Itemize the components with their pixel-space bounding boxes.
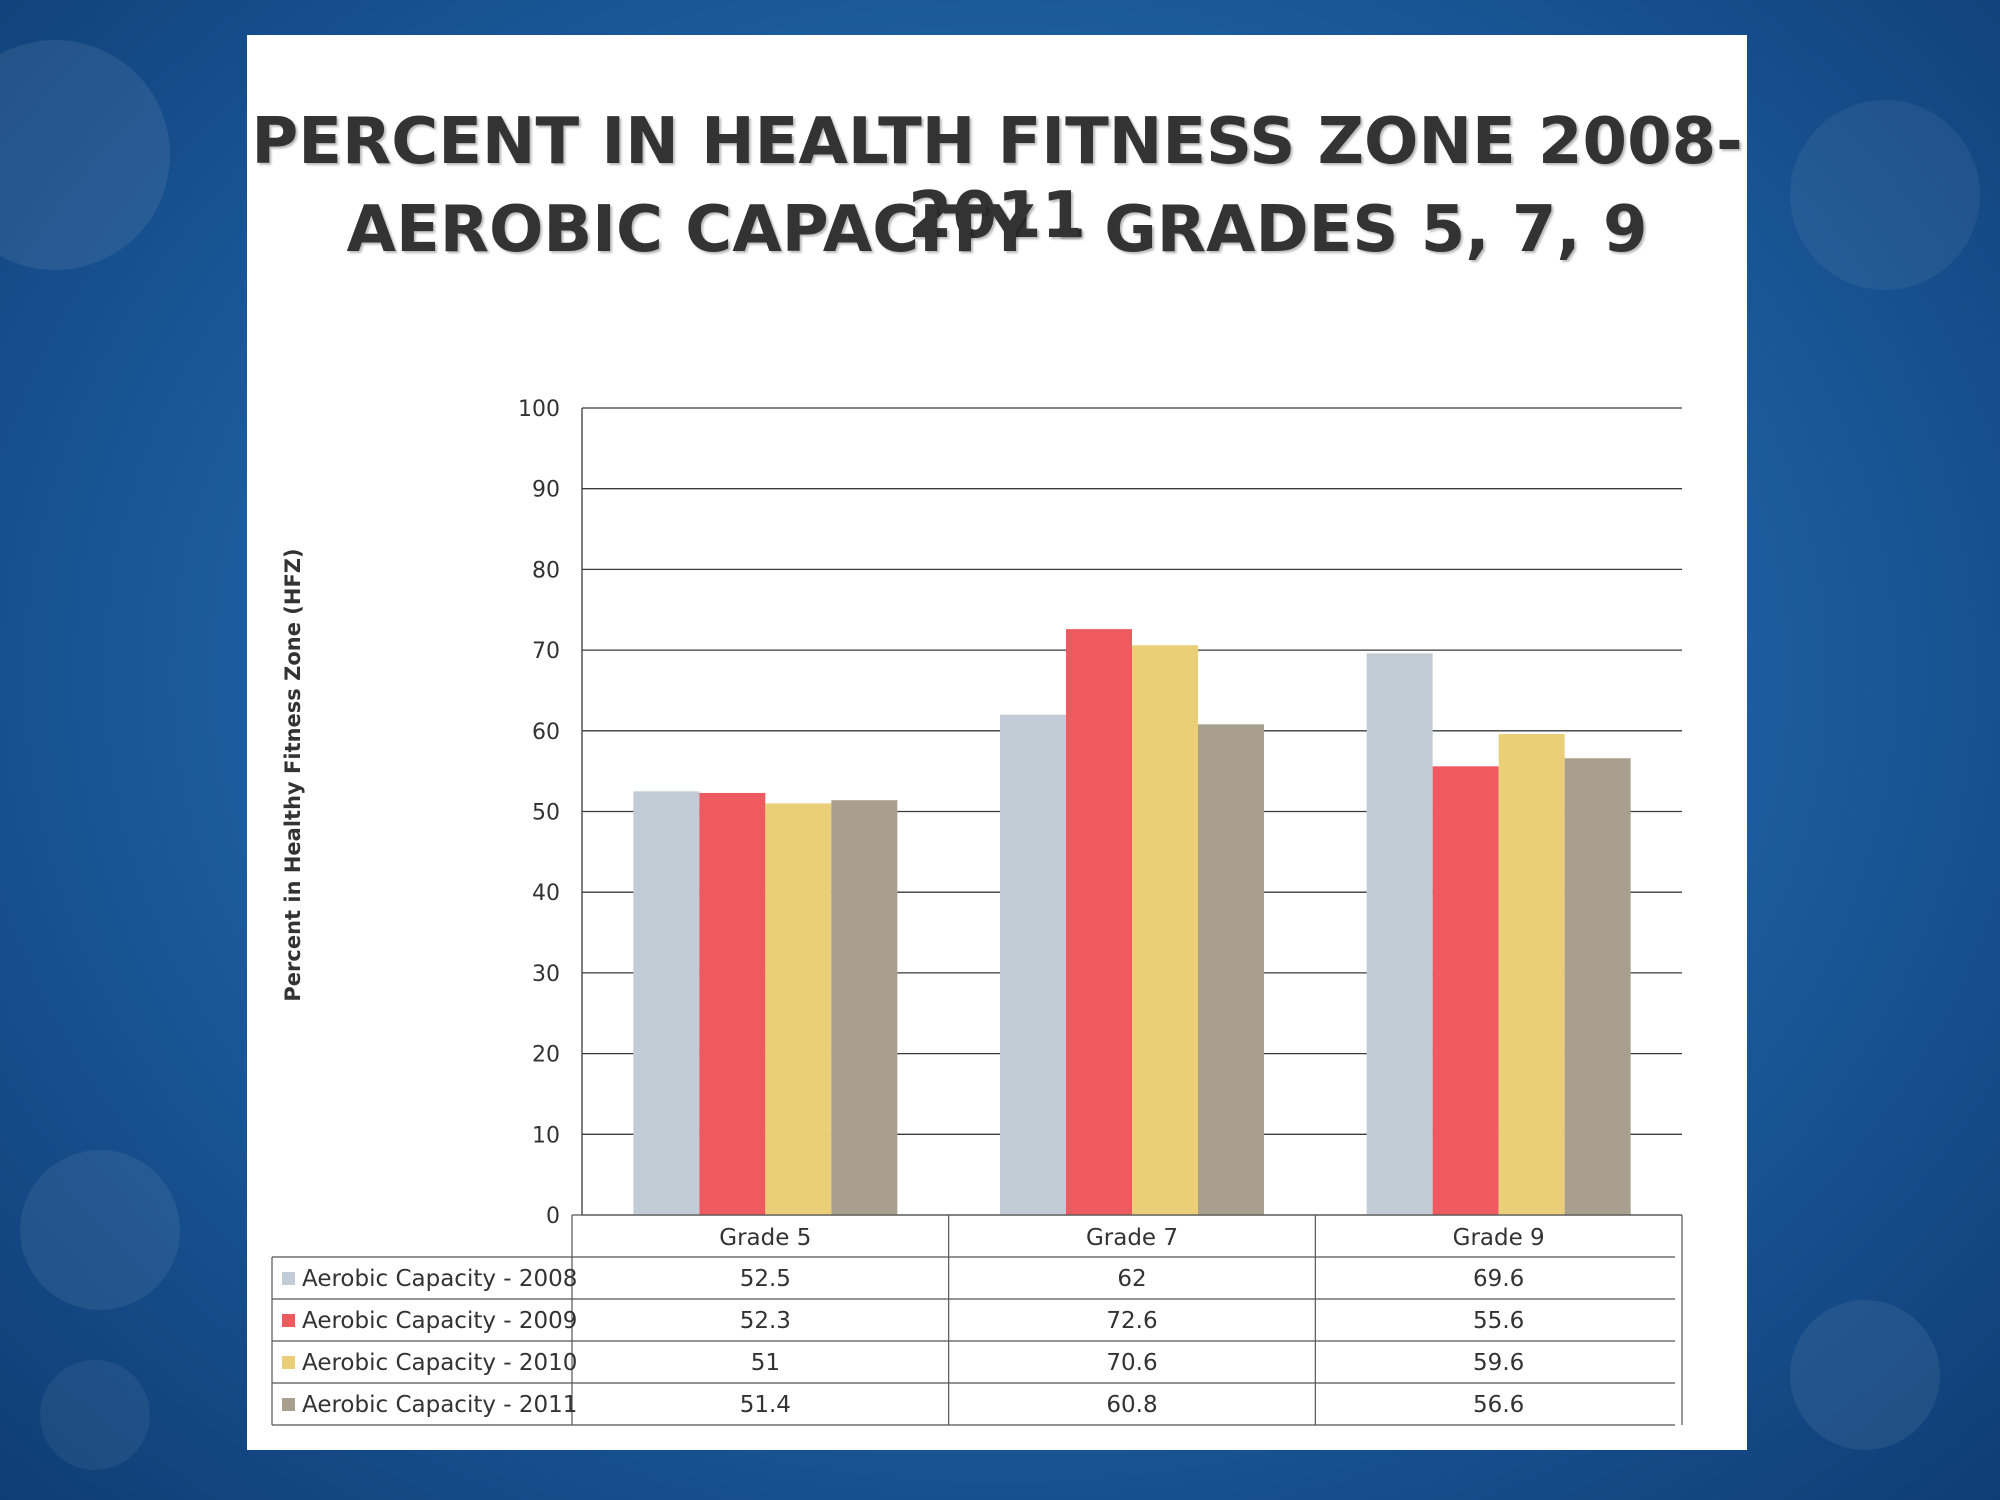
data-table: Grade 5 Grade 7 Grade 9 Aerobic Capacity - … [271,1214,1683,1426]
legend-swatch [282,1314,295,1327]
bar [1198,724,1264,1215]
y-tick-label: 50 [532,801,560,826]
table-cell-value: 52.3 [740,1308,791,1334]
chart-title: PERCENT IN HEALTH FITNESS ZONE 2008-2011 [251,105,1743,253]
bar [699,792,766,1215]
bar [1066,629,1132,1215]
y-tick-label: 70 [532,639,560,664]
background-flower-decoration [1790,100,1980,290]
legend-swatch [282,1272,295,1285]
y-tick-label: 0 [546,1204,560,1229]
y-tick-label: 100 [518,397,560,422]
bar [1564,758,1631,1215]
bar [1432,766,1499,1215]
table-cell-value: 59.6 [1473,1350,1524,1376]
table-cell-value: 60.8 [1106,1392,1157,1418]
background-flower-decoration [40,1360,150,1470]
x-category-label: Grade 5 [719,1225,811,1251]
bar [633,791,700,1215]
bar [1366,653,1433,1215]
background-flower-decoration [1790,1300,1940,1450]
legend-label: Aerobic Capacity - 2011 [302,1392,577,1418]
y-tick-label: 10 [532,1123,560,1148]
table-cell-value: 51.4 [740,1392,791,1418]
legend-label: Aerobic Capacity - 2010 [302,1350,577,1376]
y-tick-label: 30 [532,962,560,987]
y-tick-label: 60 [532,720,560,745]
bar [1132,645,1198,1215]
table-cell-value: 55.6 [1473,1308,1524,1334]
y-tick-label: 80 [532,558,560,583]
x-category-label: Grade 9 [1453,1225,1545,1251]
table-cell-value: 52.5 [740,1266,791,1292]
table-cell-value: 51 [751,1350,780,1376]
chart-paper: PERCENT IN HEALTH FITNESS ZONE 2008-2011… [247,35,1747,1450]
x-category-label: Grade 7 [1086,1225,1178,1251]
legend-swatch [282,1356,295,1369]
legend-swatch [282,1398,295,1411]
background-flower-decoration [0,40,170,270]
table-cell-value: 70.6 [1106,1350,1157,1376]
bar [831,800,898,1215]
bars [633,629,1631,1215]
y-tick-label: 20 [532,1043,560,1068]
bar [1000,714,1066,1215]
y-tick-label: 40 [532,881,560,906]
table-cell-value: 56.6 [1473,1392,1524,1418]
table-cell-value: 72.6 [1106,1308,1157,1334]
y-axis: 0 10 20 30 40 50 60 70 80 90 100 [518,397,583,1229]
table-cell-value: 62 [1117,1266,1146,1292]
table-cell-value: 69.6 [1473,1266,1524,1292]
bar [765,803,832,1215]
bar-chart: 0 10 20 30 40 50 60 70 80 90 100 Percent in Health… [271,397,1683,1426]
y-axis-label: Percent in Healthy Fitness Zone (HFZ) [281,548,305,1001]
background-flower-decoration [20,1150,180,1310]
bar [1498,734,1565,1215]
y-tick-label: 90 [532,478,560,503]
legend-label: Aerobic Capacity - 2008 [302,1266,577,1292]
chart-subtitle: AEROBIC CAPACITY - GRADES 5, 7, 9 [346,193,1648,267]
legend-label: Aerobic Capacity - 2009 [302,1308,577,1334]
